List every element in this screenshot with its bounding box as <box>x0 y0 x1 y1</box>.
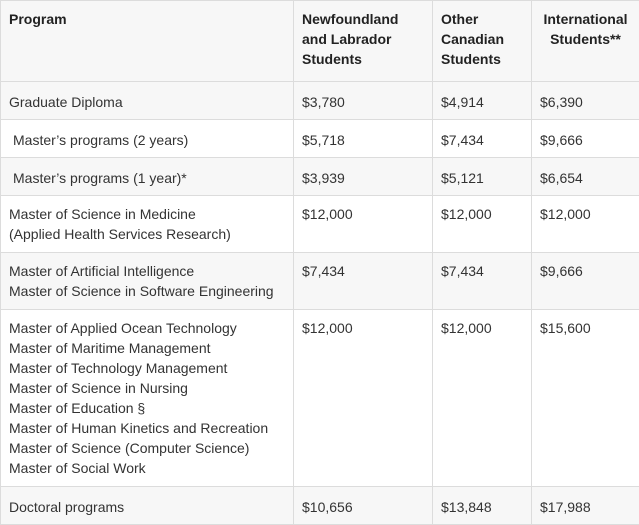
nl-fee-cell: $3,939 <box>294 158 433 196</box>
program-cell: Graduate Diploma <box>1 82 294 120</box>
program-cell: Master’s programs (1 year)* <box>1 158 294 196</box>
table-row: Master’s programs (1 year)* $3,939 $5,12… <box>1 158 639 196</box>
international-fee-cell: $6,654 <box>532 158 639 196</box>
table-row: Master of Artificial Intelligence Master… <box>1 253 639 310</box>
table-row: Master’s programs (2 years) $5,718 $7,43… <box>1 120 639 158</box>
nl-fee-cell: $12,000 <box>294 196 433 253</box>
program-name: Master of Maritime Management <box>9 338 285 358</box>
international-fee-cell: $6,390 <box>532 82 639 120</box>
table-header-row: Program Newfoundland and Labrador Studen… <box>1 1 639 82</box>
program-name: Doctoral programs <box>9 497 285 517</box>
program-cell: Master of Applied Ocean Technology Maste… <box>1 310 294 487</box>
table-row: Master of Science in Medicine (Applied H… <box>1 196 639 253</box>
canadian-fee-cell: $7,434 <box>433 253 532 310</box>
canadian-fee-cell: $5,121 <box>433 158 532 196</box>
program-cell: Master’s programs (2 years) <box>1 120 294 158</box>
program-name: Master of Artificial Intelligence <box>9 261 285 281</box>
header-nl-students: Newfoundland and Labrador Students <box>294 1 433 82</box>
program-cell: Master of Science in Medicine (Applied H… <box>1 196 294 253</box>
program-name: Master of Science in Medicine <box>9 204 285 224</box>
program-name: Master of Science (Computer Science) <box>9 438 285 458</box>
nl-fee-cell: $12,000 <box>294 310 433 487</box>
program-name: Master of Science in Software Engineerin… <box>9 281 285 301</box>
program-name: Master’s programs (1 year)* <box>13 168 285 188</box>
international-fee-cell: $12,000 <box>532 196 639 253</box>
nl-fee-cell: $7,434 <box>294 253 433 310</box>
program-name: Master of Education § <box>9 398 285 418</box>
canadian-fee-cell: $4,914 <box>433 82 532 120</box>
international-fee-cell: $9,666 <box>532 120 639 158</box>
nl-fee-cell: $3,780 <box>294 82 433 120</box>
international-fee-cell: $15,600 <box>532 310 639 487</box>
canadian-fee-cell: $12,000 <box>433 196 532 253</box>
program-name: Master’s programs (2 years) <box>13 130 285 150</box>
header-international-students: International Students** <box>532 1 639 82</box>
header-program: Program <box>1 1 294 82</box>
program-name: (Applied Health Services Research) <box>9 224 285 244</box>
program-name: Master of Science in Nursing <box>9 378 285 398</box>
international-fee-cell: $9,666 <box>532 253 639 310</box>
table-row: Graduate Diploma $3,780 $4,914 $6,390 <box>1 82 639 120</box>
program-name: Graduate Diploma <box>9 92 285 112</box>
program-name: Master of Human Kinetics and Recreation <box>9 418 285 438</box>
nl-fee-cell: $5,718 <box>294 120 433 158</box>
header-canadian-students: Other Canadian Students <box>433 1 532 82</box>
canadian-fee-cell: $7,434 <box>433 120 532 158</box>
program-name: Master of Technology Management <box>9 358 285 378</box>
program-cell: Master of Artificial Intelligence Master… <box>1 253 294 310</box>
program-name: Master of Applied Ocean Technology <box>9 318 285 338</box>
table-row: Master of Applied Ocean Technology Maste… <box>1 310 639 487</box>
program-name: Master of Social Work <box>9 458 285 478</box>
canadian-fee-cell: $12,000 <box>433 310 532 487</box>
